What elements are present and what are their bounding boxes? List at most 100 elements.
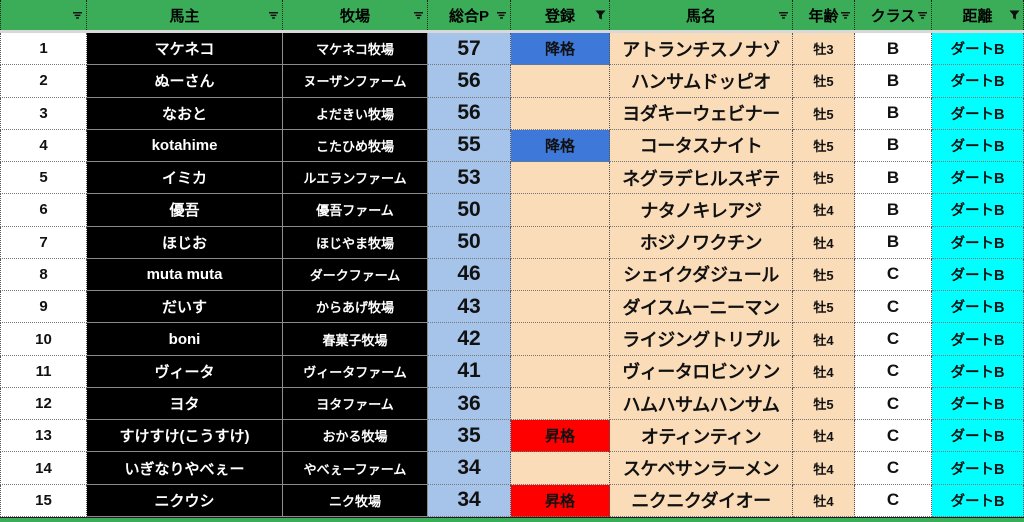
filter-dropdown-icon[interactable] bbox=[917, 10, 928, 20]
header-cell-distance[interactable]: 距離 bbox=[932, 0, 1024, 30]
cell-distance[interactable]: ダートB bbox=[932, 291, 1024, 324]
filter-dropdown-icon[interactable] bbox=[413, 10, 424, 20]
cell-distance[interactable]: ダートB bbox=[932, 226, 1024, 259]
header-cell-total-p[interactable]: 総合P bbox=[428, 0, 511, 30]
cell-owner[interactable]: いぎなりやべぇー bbox=[87, 452, 283, 485]
cell-total-p[interactable]: 56 bbox=[428, 97, 511, 130]
cell-age[interactable]: 牡5 bbox=[793, 65, 855, 98]
cell-registration[interactable] bbox=[511, 226, 610, 259]
cell-distance[interactable]: ダートB bbox=[932, 194, 1024, 227]
cell-class[interactable]: B bbox=[855, 129, 932, 163]
cell-farm[interactable]: おかる牧場 bbox=[283, 420, 428, 453]
cell-registration[interactable] bbox=[511, 162, 610, 195]
cell-class[interactable]: B bbox=[855, 33, 932, 66]
cell-farm[interactable]: ヴィータファーム bbox=[283, 355, 428, 388]
filter-funnel-icon[interactable] bbox=[1009, 10, 1020, 20]
cell-registration[interactable]: 降格 bbox=[511, 129, 610, 163]
cell-age[interactable]: 牡4 bbox=[793, 226, 855, 259]
cell-registration[interactable] bbox=[511, 355, 610, 388]
cell-owner[interactable]: ぬーさん bbox=[87, 65, 283, 98]
cell-distance[interactable]: ダートB bbox=[932, 387, 1024, 421]
cell-farm[interactable]: からあげ牧場 bbox=[283, 291, 428, 324]
cell-horse-name[interactable]: ナタノキレアジ bbox=[610, 194, 793, 227]
cell-owner[interactable]: イミカ bbox=[87, 162, 283, 195]
cell-farm[interactable]: やべぇーファーム bbox=[283, 452, 428, 485]
cell-age[interactable]: 牡4 bbox=[793, 484, 855, 517]
cell-distance[interactable]: ダートB bbox=[932, 97, 1024, 130]
cell-farm[interactable]: 優吾ファーム bbox=[283, 194, 428, 227]
cell-total-p[interactable]: 42 bbox=[428, 323, 511, 356]
cell-rank[interactable]: 1 bbox=[0, 33, 87, 66]
cell-horse-name[interactable]: シェイクダジュール bbox=[610, 258, 793, 292]
cell-class[interactable]: C bbox=[855, 484, 932, 517]
header-cell-farm[interactable]: 牧場 bbox=[283, 0, 428, 30]
cell-age[interactable]: 牡5 bbox=[793, 258, 855, 292]
cell-age[interactable]: 牡5 bbox=[793, 387, 855, 421]
cell-owner[interactable]: kotahime bbox=[87, 129, 283, 163]
cell-farm[interactable]: マケネコ牧場 bbox=[283, 33, 428, 66]
cell-registration[interactable] bbox=[511, 97, 610, 130]
cell-owner[interactable]: なおと bbox=[87, 97, 283, 130]
cell-class[interactable]: B bbox=[855, 194, 932, 227]
cell-horse-name[interactable]: オティンティン bbox=[610, 420, 793, 453]
cell-rank[interactable]: 4 bbox=[0, 129, 87, 163]
cell-farm[interactable]: ヌーザンファーム bbox=[283, 65, 428, 98]
cell-distance[interactable]: ダートB bbox=[932, 65, 1024, 98]
cell-rank[interactable]: 7 bbox=[0, 226, 87, 259]
cell-owner[interactable]: muta muta bbox=[87, 258, 283, 292]
header-cell-horse-name[interactable]: 馬名 bbox=[610, 0, 793, 30]
cell-rank[interactable]: 13 bbox=[0, 420, 87, 453]
cell-distance[interactable]: ダートB bbox=[932, 484, 1024, 517]
cell-registration[interactable] bbox=[511, 452, 610, 485]
header-cell-class[interactable]: クラス bbox=[855, 0, 932, 30]
cell-owner[interactable]: ニクウシ bbox=[87, 484, 283, 517]
cell-total-p[interactable]: 56 bbox=[428, 65, 511, 98]
cell-rank[interactable]: 14 bbox=[0, 452, 87, 485]
cell-distance[interactable]: ダートB bbox=[932, 452, 1024, 485]
filter-dropdown-icon[interactable] bbox=[778, 10, 789, 20]
cell-age[interactable]: 牡3 bbox=[793, 33, 855, 66]
cell-total-p[interactable]: 34 bbox=[428, 484, 511, 517]
cell-distance[interactable]: ダートB bbox=[932, 258, 1024, 292]
cell-age[interactable]: 牡4 bbox=[793, 452, 855, 485]
cell-registration[interactable] bbox=[511, 194, 610, 227]
cell-age[interactable]: 牡5 bbox=[793, 97, 855, 130]
cell-horse-name[interactable]: ライジングトリプル bbox=[610, 323, 793, 356]
cell-farm[interactable]: ヨタファーム bbox=[283, 387, 428, 421]
cell-class[interactable]: C bbox=[855, 355, 932, 388]
cell-total-p[interactable]: 55 bbox=[428, 129, 511, 163]
header-cell-registration[interactable]: 登録 bbox=[511, 0, 610, 30]
cell-registration[interactable]: 昇格 bbox=[511, 420, 610, 453]
cell-age[interactable]: 牡4 bbox=[793, 194, 855, 227]
filter-dropdown-icon[interactable] bbox=[840, 10, 851, 20]
filter-dropdown-icon[interactable] bbox=[496, 10, 507, 20]
cell-rank[interactable]: 2 bbox=[0, 65, 87, 98]
cell-horse-name[interactable]: ネグラデヒルスギテ bbox=[610, 162, 793, 195]
cell-registration[interactable]: 降格 bbox=[511, 33, 610, 66]
cell-horse-name[interactable]: ホジノワクチン bbox=[610, 226, 793, 259]
cell-farm[interactable]: 春菓子牧場 bbox=[283, 323, 428, 356]
cell-owner[interactable]: boni bbox=[87, 323, 283, 356]
cell-horse-name[interactable]: ヨダキーウェビナー bbox=[610, 97, 793, 130]
cell-owner[interactable]: マケネコ bbox=[87, 33, 283, 66]
cell-rank[interactable]: 6 bbox=[0, 194, 87, 227]
cell-registration[interactable] bbox=[511, 291, 610, 324]
cell-owner[interactable]: ヴィータ bbox=[87, 355, 283, 388]
cell-horse-name[interactable]: コータスナイト bbox=[610, 129, 793, 163]
cell-total-p[interactable]: 50 bbox=[428, 194, 511, 227]
filter-dropdown-icon[interactable] bbox=[268, 10, 279, 20]
cell-distance[interactable]: ダートB bbox=[932, 33, 1024, 66]
cell-age[interactable]: 牡4 bbox=[793, 420, 855, 453]
cell-rank[interactable]: 5 bbox=[0, 162, 87, 195]
cell-horse-name[interactable]: スケベサンラーメン bbox=[610, 452, 793, 485]
cell-registration[interactable] bbox=[511, 323, 610, 356]
header-cell-owner[interactable]: 馬主 bbox=[87, 0, 283, 30]
cell-rank[interactable]: 11 bbox=[0, 355, 87, 388]
cell-class[interactable]: C bbox=[855, 452, 932, 485]
cell-total-p[interactable]: 41 bbox=[428, 355, 511, 388]
cell-total-p[interactable]: 46 bbox=[428, 258, 511, 292]
cell-horse-name[interactable]: ダイスムーニーマン bbox=[610, 291, 793, 324]
cell-registration[interactable] bbox=[511, 258, 610, 292]
cell-total-p[interactable]: 50 bbox=[428, 226, 511, 259]
filter-dropdown-icon[interactable] bbox=[72, 10, 83, 20]
